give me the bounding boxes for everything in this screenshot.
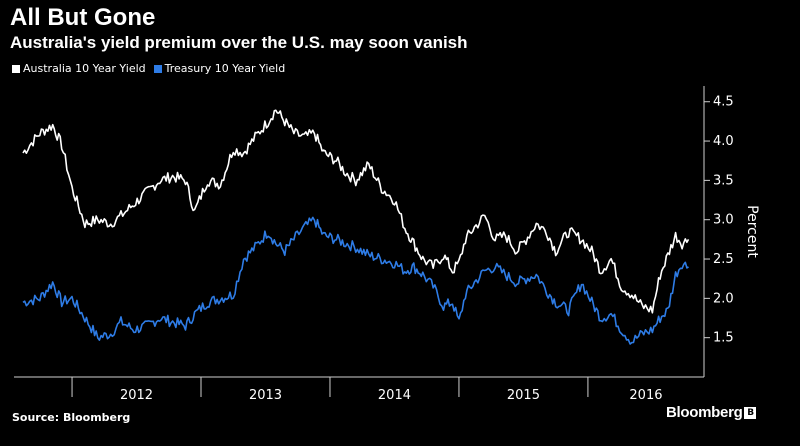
x-tick-label: 2012 bbox=[120, 388, 153, 403]
x-tick-label: 2016 bbox=[629, 388, 662, 403]
chart-subtitle: Australia's yield premium over the U.S. … bbox=[10, 33, 468, 52]
x-tick-label: 2014 bbox=[378, 388, 411, 403]
y-tick-label: 3.0 bbox=[713, 213, 734, 228]
y-tick-label: 3.5 bbox=[713, 173, 734, 188]
y-tick-label: 4.0 bbox=[713, 134, 734, 149]
y-tick-label: 4.5 bbox=[713, 95, 734, 110]
legend-item-treasury: Treasury 10 Year Yield bbox=[153, 62, 286, 75]
y-tick-label: 1.5 bbox=[713, 331, 734, 346]
x-tick-label: 2013 bbox=[249, 388, 282, 403]
source-note: Source: Bloomberg bbox=[12, 411, 131, 424]
brand-wordmark: Bloomberg bbox=[666, 404, 743, 421]
brand-mark-icon: B bbox=[744, 407, 757, 420]
chart-title: All But Gone bbox=[10, 4, 156, 31]
y-tick-label: 2.0 bbox=[713, 291, 734, 306]
legend-item-australia: Australia 10 Year Yield bbox=[12, 62, 146, 75]
series-line-treasury bbox=[22, 216, 689, 345]
legend-label-treasury: Treasury 10 Year Yield bbox=[164, 62, 286, 75]
legend-swatch-treasury bbox=[153, 64, 162, 73]
y-axis-label: Percent bbox=[744, 205, 760, 258]
y-tick-label: 2.5 bbox=[713, 252, 734, 267]
x-tick-label: 2015 bbox=[507, 388, 540, 403]
legend-label-australia: Australia 10 Year Yield bbox=[23, 62, 146, 75]
series-line-australia bbox=[22, 109, 690, 314]
chart-legend: Australia 10 Year Yield Treasury 10 Year… bbox=[12, 62, 285, 75]
bloomberg-logo: Bloomberg B bbox=[666, 404, 757, 421]
legend-swatch-australia bbox=[12, 64, 20, 73]
